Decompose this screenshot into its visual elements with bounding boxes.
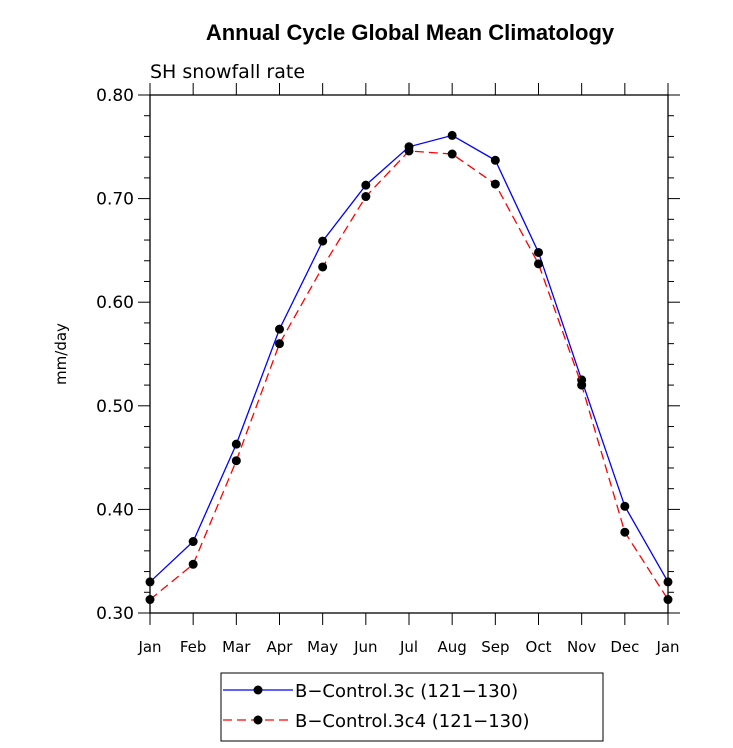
data-point-series-1 xyxy=(145,577,155,587)
data-point-series-1 xyxy=(447,130,457,140)
data-point-series-1 xyxy=(231,439,241,449)
y-tick-labels: 0.30 0.40 0.50 0.60 0.70 0.80 xyxy=(96,86,134,624)
x-tick-label: Mar xyxy=(222,638,251,656)
y-tick-label: 0.80 xyxy=(96,86,134,106)
data-point-series-2 xyxy=(231,456,241,466)
data-point-series-1 xyxy=(534,247,543,257)
data-point-series-1 xyxy=(188,537,198,547)
data-point-series-2 xyxy=(275,339,284,349)
x-tick-label: Jan xyxy=(137,638,161,656)
x-tick-label: Jan xyxy=(655,638,679,656)
x-tick-label: Nov xyxy=(567,638,596,656)
data-point-series-1 xyxy=(318,236,328,246)
y-tick-label: 0.30 xyxy=(96,604,134,624)
legend: B−Control.3c (121−130) B−Control.3c4 (12… xyxy=(220,672,604,742)
data-point-series-1 xyxy=(361,180,371,190)
legend-marker-series-1 xyxy=(253,685,263,695)
data-point-series-2 xyxy=(188,559,198,569)
x-tick-label: Oct xyxy=(526,638,552,656)
x-tick-label: Feb xyxy=(180,638,207,656)
data-point-series-2 xyxy=(577,380,587,390)
data-point-series-2 xyxy=(490,179,500,189)
y-tick-label: 0.50 xyxy=(96,397,134,417)
data-point-series-2 xyxy=(620,527,630,537)
y-tick-label: 0.70 xyxy=(96,190,134,210)
legend-box xyxy=(220,672,604,742)
data-point-series-2 xyxy=(318,262,328,272)
data-point-series-2 xyxy=(145,595,155,605)
legend-marker-series-2 xyxy=(253,715,263,725)
chart-subtitle: SH snowfall rate xyxy=(150,61,305,83)
data-point-series-1 xyxy=(275,324,284,334)
plot-frame xyxy=(149,94,669,614)
y-tick-label: 0.40 xyxy=(96,500,134,520)
data-point-series-2 xyxy=(447,149,457,159)
x-tick-label: Jun xyxy=(353,638,377,656)
axis-ticks xyxy=(138,83,680,625)
legend-label-series-1: B−Control.3c (121−130) xyxy=(295,681,518,702)
legend-label-series-2: B−Control.3c4 (121−130) xyxy=(295,711,530,732)
data-point-series-2 xyxy=(361,192,371,202)
y-tick-label: 0.60 xyxy=(96,293,134,313)
data-point-series-1 xyxy=(663,577,673,587)
x-tick-label: Dec xyxy=(610,638,639,656)
x-tick-label: Aug xyxy=(438,638,467,656)
x-tick-label: Apr xyxy=(267,638,294,656)
data-point-series-1 xyxy=(490,155,500,165)
x-tick-labels: Jan Feb Mar Apr May Jun Jul Aug Sep Oct Nov Dec Jan xyxy=(137,638,679,656)
x-tick-label: May xyxy=(307,638,338,656)
x-tick-label: Jul xyxy=(399,638,418,656)
y-axis-label: mm/day xyxy=(52,323,70,385)
data-point-series-2 xyxy=(404,146,414,156)
data-series xyxy=(145,130,673,605)
x-tick-label: Sep xyxy=(481,638,509,656)
data-point-series-2 xyxy=(663,595,673,605)
chart-title: Annual Cycle Global Mean Climatology xyxy=(206,20,615,45)
series-line-2 xyxy=(149,150,669,601)
series-line-1 xyxy=(149,134,669,583)
data-point-series-1 xyxy=(620,501,630,511)
data-point-series-2 xyxy=(534,259,543,269)
